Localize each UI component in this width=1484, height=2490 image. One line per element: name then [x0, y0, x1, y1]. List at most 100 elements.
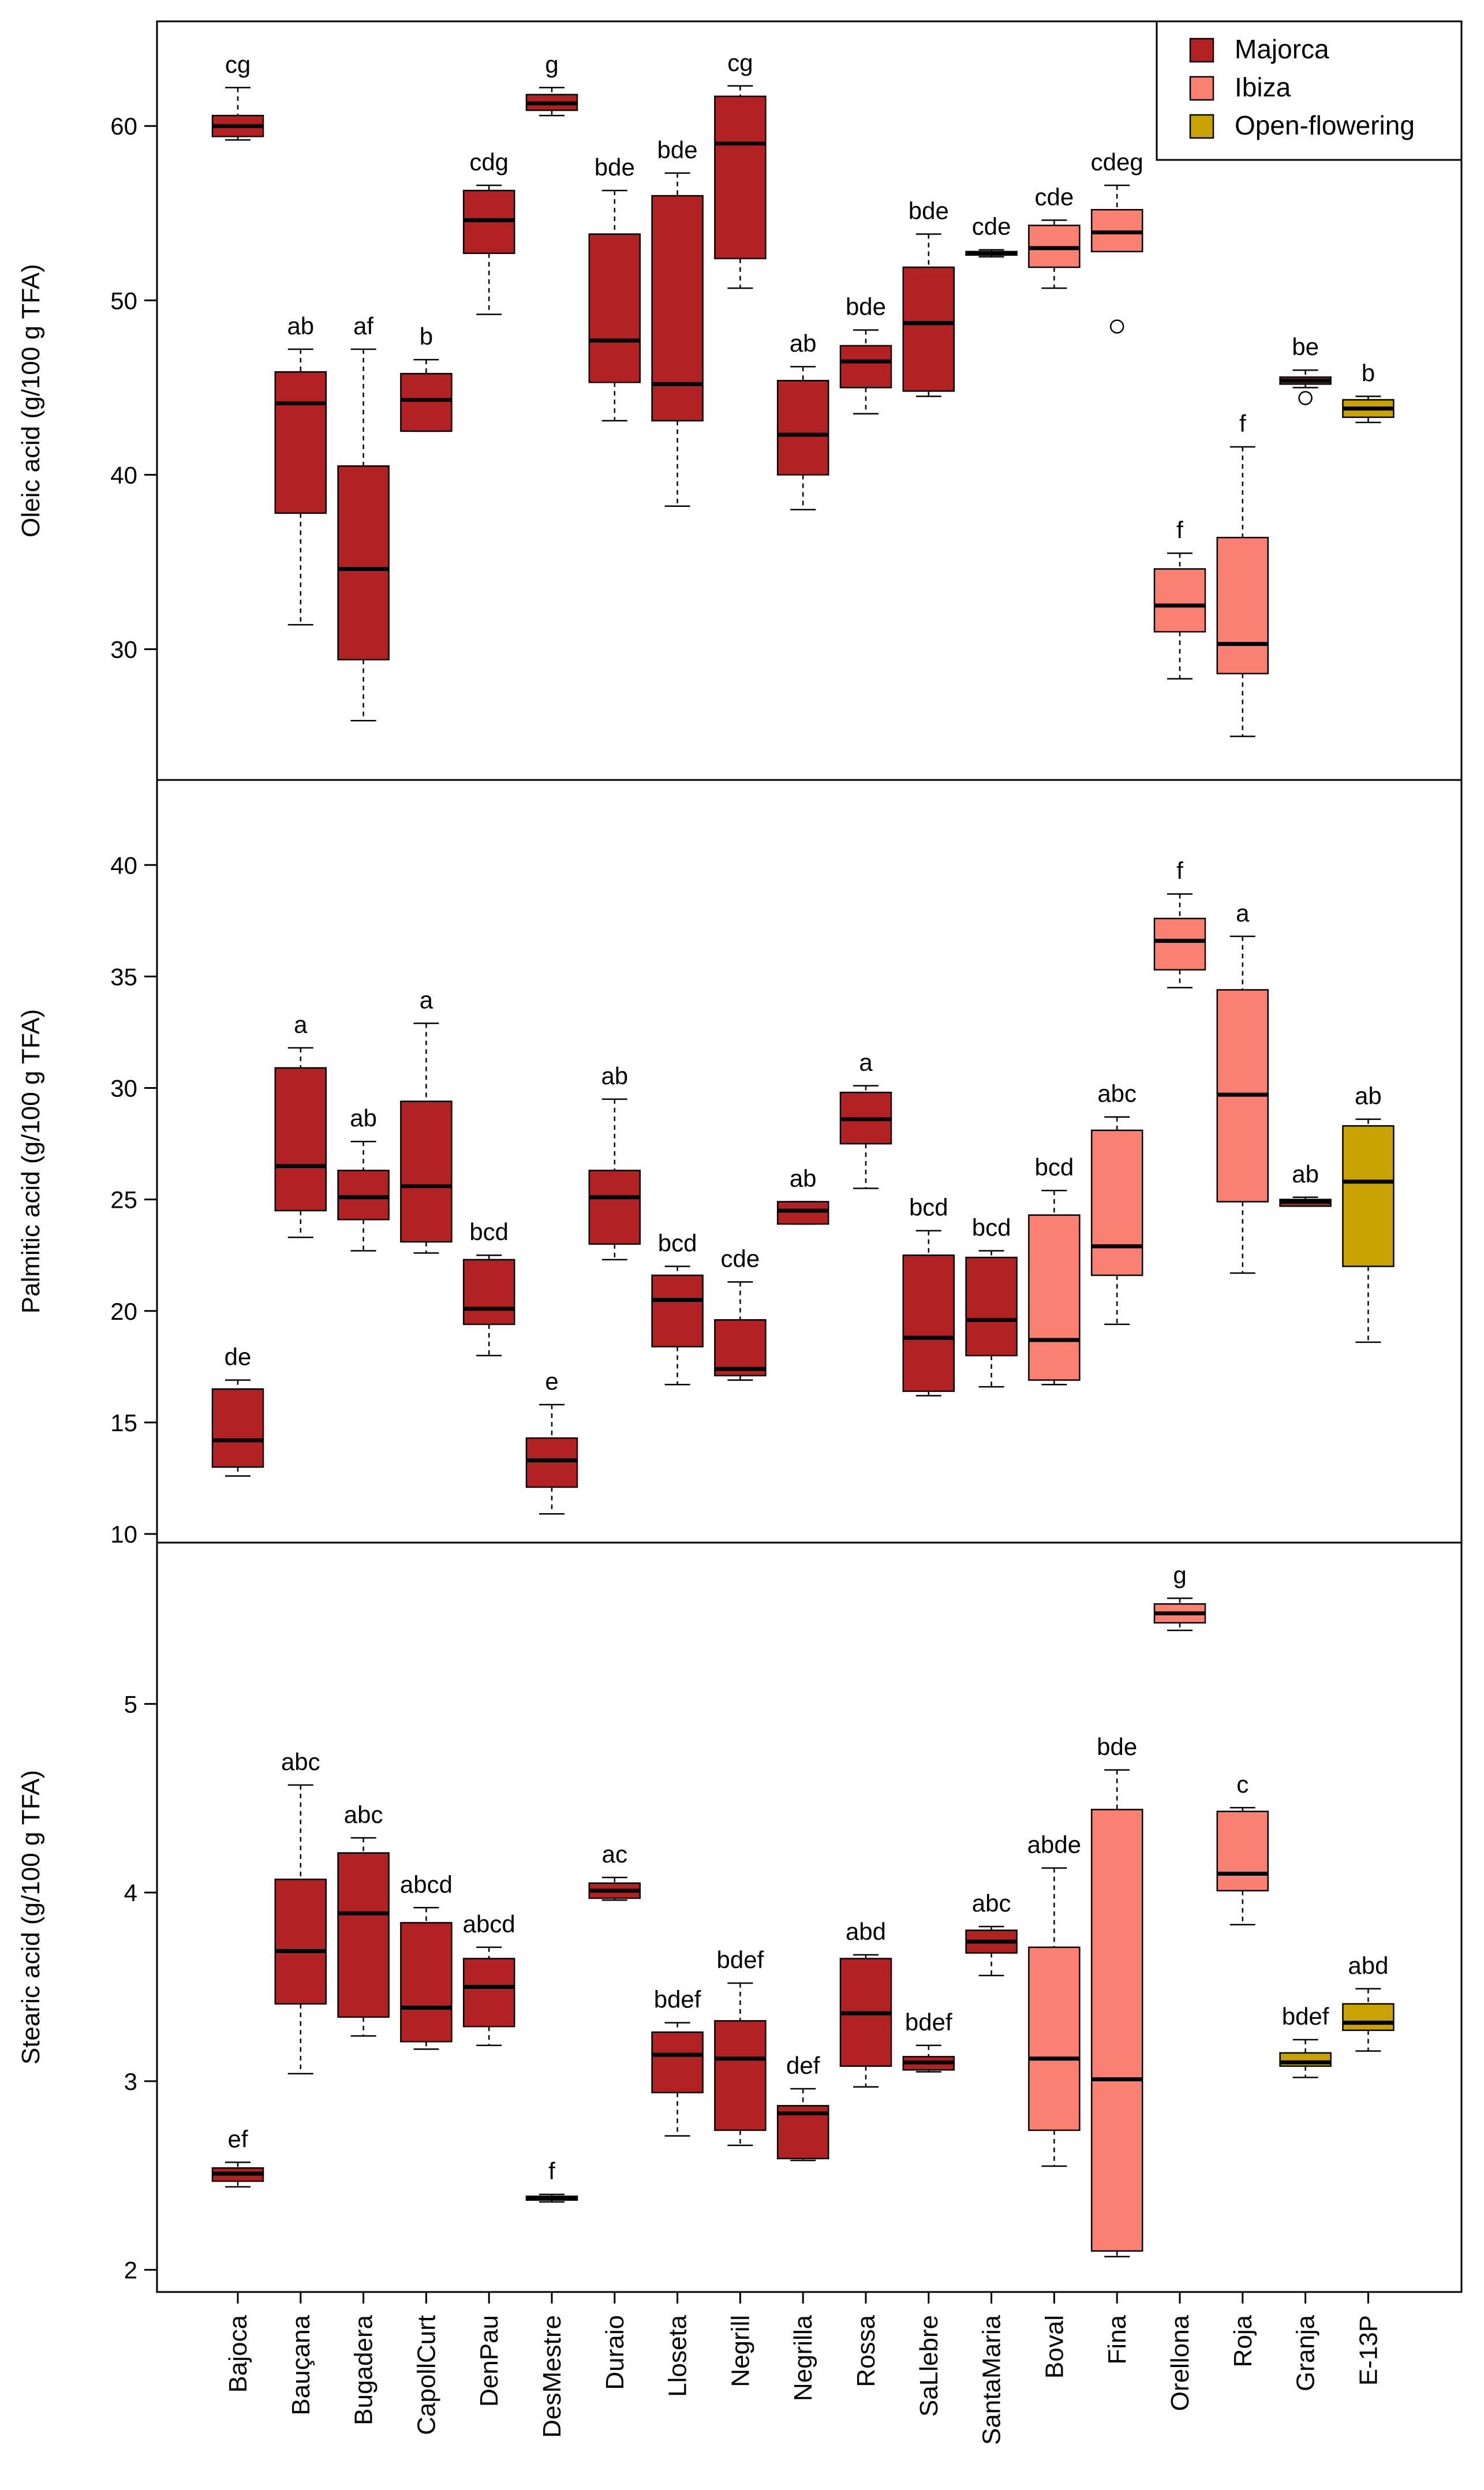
box-Granja: be: [1279, 333, 1332, 405]
legend-label-majorca: Majorca: [1235, 34, 1329, 64]
box-Negrill: bdef: [714, 1946, 767, 2146]
box-Bauçana: a: [274, 1011, 327, 1238]
significance-letter: abc: [972, 1890, 1011, 1917]
box-Orellona: f: [1153, 516, 1206, 680]
box-Negrilla: def: [776, 2052, 829, 2162]
box-body: [1153, 568, 1206, 633]
box-Fina: bde: [1090, 1733, 1143, 2258]
box-Lloseta: bdef: [651, 1986, 704, 2137]
y-tick-label: 20: [110, 1298, 137, 1325]
box-Bajoca: de: [211, 1343, 264, 1477]
box-body: [211, 1388, 264, 1468]
x-tick-label: Granja: [1292, 2314, 1320, 2391]
significance-letter: abc: [344, 1801, 383, 1828]
box-Orellona: f: [1153, 857, 1206, 988]
x-tick-label: Fina: [1103, 2314, 1131, 2364]
y-tick-label: 15: [110, 1409, 137, 1436]
significance-letter: bde: [846, 293, 886, 320]
box-DesMestre: g: [525, 51, 578, 117]
box-Bugadera: af: [337, 312, 390, 722]
significance-letter: cg: [225, 51, 251, 78]
y-tick-label: 30: [110, 1075, 137, 1102]
box-body: [274, 1879, 327, 2005]
y-tick-label: 4: [124, 1879, 137, 1906]
outlier-point: [1109, 319, 1124, 334]
box-Rossa: abd: [839, 1918, 892, 2088]
significance-letter: ac: [602, 1841, 627, 1868]
y-axis-title: Stearic acid (g/100 g TFA): [17, 1770, 45, 2065]
box-Boval: abde: [1027, 1831, 1081, 2167]
significance-letter: abd: [846, 1918, 886, 1945]
box-Granja: bdef: [1279, 2003, 1332, 2078]
box-SaLlebre: bcd: [902, 1194, 955, 1397]
box-body: [714, 95, 767, 260]
panel-palmitic-acid: 10 15 20 25 30 35 40 Palmitic acid (g/100 g TFA…: [17, 779, 1463, 1548]
y-tick-label: 40: [110, 461, 137, 488]
box-Negrilla: ab: [776, 1164, 829, 1225]
box-Lloseta: bde: [651, 136, 704, 507]
y-tick-label: 2: [124, 2257, 137, 2284]
significance-letter: bde: [1097, 1733, 1137, 1760]
x-tick-label: Lloseta: [664, 2314, 692, 2396]
x-tick-label: E-13P: [1354, 2315, 1382, 2386]
significance-letter: b: [420, 323, 433, 350]
significance-letter: bdef: [717, 1946, 764, 1973]
significance-letter: bcd: [469, 1218, 509, 1245]
box-Boval: bcd: [1028, 1153, 1081, 1386]
box-Bajoca: ef: [211, 2125, 264, 2188]
significance-letter: a: [1236, 899, 1250, 927]
x-tick-label: Roja: [1229, 2314, 1257, 2367]
y-axis-title: Oleic acid (g/100 g TFA): [17, 264, 45, 537]
significance-letter: ef: [227, 2125, 248, 2152]
y-tick-label: 35: [110, 963, 137, 990]
box-body: [274, 371, 327, 514]
significance-letter: e: [545, 1368, 558, 1395]
significance-letter: bdef: [905, 2009, 952, 2036]
significance-letter: ab: [350, 1104, 377, 1132]
box-Roja: c: [1216, 1771, 1269, 1925]
box-body: [1342, 1125, 1395, 1267]
box-SaLlebre: bde: [902, 197, 955, 397]
x-tick-label: Bajoca: [224, 2314, 252, 2392]
significance-letter: bcd: [972, 1214, 1011, 1241]
box-CapollCurt: a: [400, 986, 453, 1254]
significance-letter: bcd: [658, 1230, 697, 1257]
box-body: [902, 266, 955, 392]
significance-letter: ab: [601, 1062, 628, 1089]
box-body: [1342, 2003, 1395, 2031]
significance-letter: c: [1236, 1771, 1248, 1798]
box-body: [714, 1319, 767, 1377]
x-tick-label: Rossa: [852, 2314, 880, 2387]
y-tick-label: 5: [124, 1690, 137, 1718]
significance-letter: ab: [1355, 1082, 1382, 1110]
significance-letter: bde: [909, 197, 949, 225]
box-body: [1216, 536, 1269, 674]
x-tick-label: DenPau: [475, 2315, 503, 2407]
x-tick-label: Bugadera: [350, 2314, 378, 2425]
significance-letter: abd: [1348, 1952, 1388, 1979]
significance-letter: ab: [790, 1164, 817, 1192]
x-axis: Bajoca Bauçana Bugadera CapollCurt DenPau Des…: [224, 2291, 1382, 2445]
significance-letter: a: [859, 1049, 873, 1076]
legend-label-open-flowering: Open-flowering: [1235, 110, 1415, 140]
box-body: [1090, 1809, 1143, 2252]
significance-letter: bde: [595, 154, 635, 181]
box-Orellona: g: [1153, 1561, 1206, 1632]
significance-letter: cde: [972, 213, 1011, 240]
box-body: [651, 195, 704, 421]
y-tick-label: 60: [110, 113, 137, 140]
box-body: [776, 1201, 829, 1225]
box-body: [337, 1170, 390, 1220]
significance-letter: ab: [790, 330, 817, 357]
x-tick-label: Bauçana: [287, 2314, 315, 2415]
significance-letter: cde: [721, 1245, 760, 1272]
box-DenPau: abcd: [463, 1910, 515, 2047]
significance-letter: g: [1173, 1561, 1186, 1588]
box-Fina: abc: [1090, 1080, 1143, 1326]
significance-letter: f: [1239, 410, 1246, 437]
significance-letter: ab: [1292, 1160, 1319, 1188]
box-body: [400, 1922, 453, 2043]
box-DenPau: cdg: [462, 148, 515, 315]
